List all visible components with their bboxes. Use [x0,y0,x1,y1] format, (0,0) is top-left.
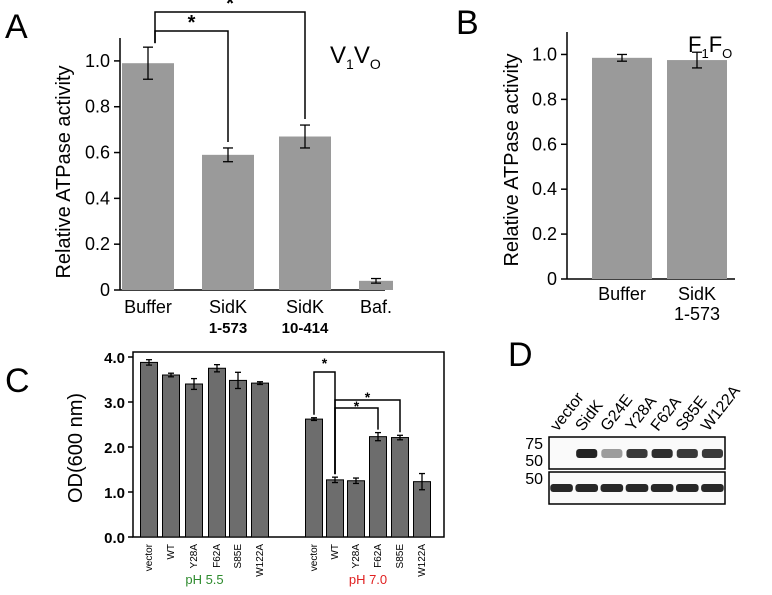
panel-c-group-label: pH 5.5 [185,572,223,587]
panel-b-category-sublabel: 1-573 [674,304,720,324]
panel-a-chart: Relative ATPase activity V1VO 0 0.2 0.4 0.6… [53,0,393,337]
panel-d-marker: 50 [525,453,543,470]
panel-a-ylabel: Relative ATPase activity [53,65,75,278]
panel-c-category-label: vector [309,543,320,571]
panel-c-bar [185,383,203,538]
panel-a-category-label: SidK [209,297,247,317]
panel-d-band-top [601,449,623,458]
panel-d-band-top [701,449,723,458]
panel-c-category-label: W122A [417,544,428,577]
panel-d-band-bottom [550,484,573,492]
panel-b-chart: Relative ATPase activity F1FO 0 0.2 0.4 0.6… [501,32,735,324]
panel-b-ytick-label: 0.6 [532,134,557,154]
panel-d-band-bottom [650,484,674,492]
panel-b-title: F1FO [688,32,732,61]
panel-b-bar [592,57,652,280]
panel-b-ylabel: Relative ATPase activity [501,53,523,266]
panel-b-ytick-label: 0.4 [532,179,557,199]
panel-c-category-label: Y28A [189,544,200,569]
panel-a-significance-star: * [188,12,196,34]
panel-c-frame [132,351,445,538]
panel-a-bar [202,154,254,290]
panel-d-band-top [676,449,698,458]
panel-a-bar [359,280,393,290]
panel-a-ytick-label: 0.2 [85,234,110,254]
panel-c-category-label: S85E [395,544,406,569]
panel-b-ytick-label: 0.8 [532,89,557,109]
panel-c-category-label: W122A [255,544,266,577]
panel-c-ytick-label: 1.0 [104,485,125,502]
panel-a-bar [122,63,174,291]
panel-a-ytick-label: 0.8 [85,97,110,117]
panel-c-bar [391,437,409,538]
panel-c-category-label: WT [330,544,341,560]
panel-a-bar [279,136,331,290]
panel-letter-d: D [508,336,533,374]
panel-a-category-label: Baf. [360,297,392,317]
panel-a-category-label: Buffer [124,297,172,317]
panel-c-ytick-label: 4.0 [104,350,125,367]
panel-c-category-label: F62A [373,544,384,568]
panel-a-ytick-label: 1.0 [85,51,110,71]
panel-c-significance-star: * [354,398,360,414]
panel-c-bar [251,382,269,538]
panel-c-category-label: F62A [212,544,223,568]
panel-c-bar [229,379,247,538]
panel-letter-c: C [5,362,30,400]
panel-b-category-label: Buffer [598,284,646,304]
panel-c-bar [305,418,323,538]
panel-d-band-bottom [575,484,599,492]
panel-d-band-bottom [600,484,624,492]
panel-c-bar [162,374,180,538]
panel-c-bar [347,480,365,538]
panel-a-ytick-label: 0.6 [85,143,110,163]
panel-c-significance-star: * [365,389,371,405]
panel-b-ytick-label: 0 [547,269,557,289]
panel-letter-a: A [5,8,28,46]
panel-c-category-label: S85E [233,544,244,569]
panel-d-marker: 75 [525,436,543,453]
panel-d-marker: 50 [525,471,543,488]
panel-a-category-sublabel: 10-414 [282,320,329,337]
panel-c-category-label: Y28A [351,544,362,569]
panel-a-category-label: SidK [286,297,324,317]
panel-c-bar [369,436,387,538]
panel-b-bar [667,60,727,280]
panel-d-band-bottom [625,484,649,492]
panel-d-band-top [651,449,673,458]
panel-b-ytick-label: 1.0 [532,44,557,64]
panel-c-significance-bracket [334,399,401,475]
panel-b-ytick-label: 0.2 [532,224,557,244]
panel-c-ytick-label: 0.0 [104,530,125,547]
panel-c-bar [326,479,344,538]
panel-c-group-label: pH 7.0 [349,572,387,587]
panel-d-band-bottom [675,484,699,492]
panel-a-ytick-label: 0 [100,280,110,300]
panel-c-bar [208,367,226,538]
panel-c-category-label: vector [144,543,155,571]
panel-a-significance-star: * [226,0,234,15]
panel-c-chart: OD(600 nm) 0.0 1.0 2.0 3.0 4.0 vector WT Y28A F6… [65,350,445,587]
panel-c-bar [140,361,158,538]
panel-a-significance-bracket [154,11,306,120]
panel-c-significance-star: * [322,355,328,371]
panel-a-title: V1VO [330,42,381,72]
panel-d-band-top [626,449,648,458]
panel-a-ytick-label: 0.4 [85,188,110,208]
panel-c-ytick-label: 2.0 [104,440,125,457]
panel-c-ytick-label: 3.0 [104,395,125,412]
panel-b-category-label: SidK [678,284,716,304]
panel-a-category-sublabel: 1-573 [209,320,247,337]
panel-c-ylabel: OD(600 nm) [65,393,87,503]
panel-letter-b: B [456,4,479,42]
panel-d-band-top [576,449,598,458]
panel-c-category-label: WT [166,544,177,560]
panel-d-band-bottom [701,484,724,492]
